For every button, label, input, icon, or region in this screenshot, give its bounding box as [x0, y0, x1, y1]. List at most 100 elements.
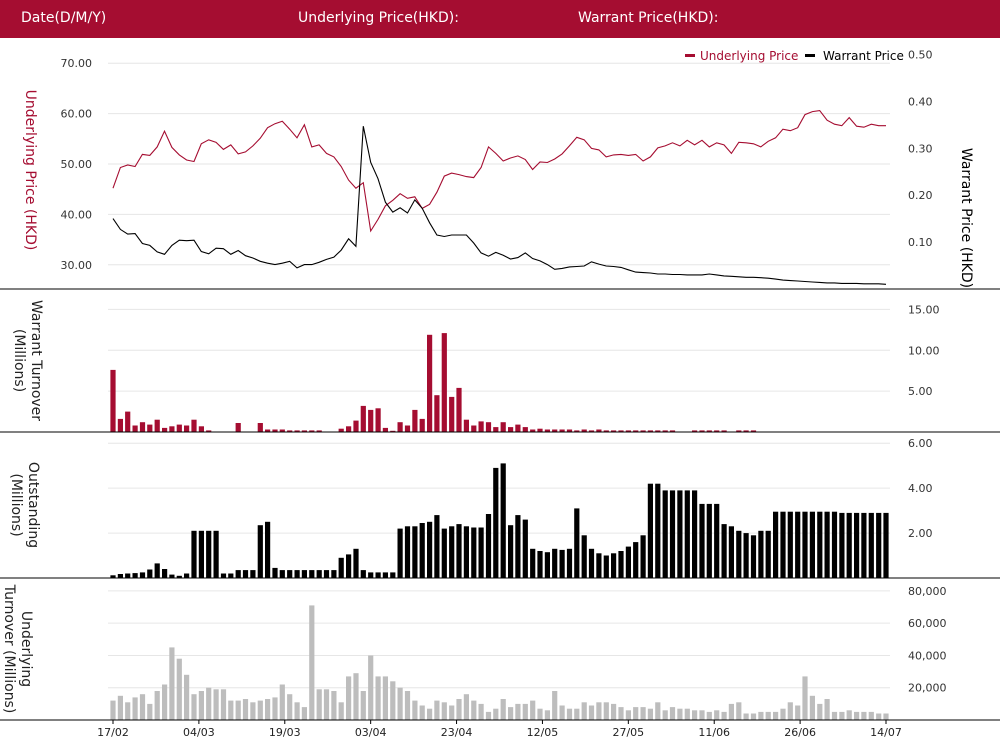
- warrant-turnover-bar: [169, 426, 175, 432]
- outstanding-bar: [581, 535, 587, 578]
- underlying-turnover-bar: [677, 708, 683, 720]
- warrant-turnover-bar: [434, 395, 440, 432]
- warrant-turnover-bar: [353, 420, 359, 432]
- outstanding-bar: [412, 526, 418, 578]
- underlying-turnover-bar: [139, 694, 146, 720]
- price-lines: [112, 110, 887, 285]
- outstanding-bar: [139, 572, 146, 578]
- outstanding-bar: [876, 512, 882, 578]
- underlying-turnover-bar: [412, 700, 418, 720]
- outstanding-bar: [471, 527, 477, 578]
- underlying-turnover-bar: [773, 711, 779, 720]
- warrant-turnover-bar: [287, 430, 293, 432]
- legend-underlying-label: Underlying Price: [700, 49, 798, 63]
- outstanding-bar: [677, 490, 683, 578]
- warrant-turnover-bar: [294, 430, 300, 432]
- warrant-turnover-bar: [692, 430, 698, 432]
- outstanding-bar: [515, 515, 521, 578]
- outstanding-bar: [360, 570, 366, 578]
- warrant-turnover-bar: [618, 430, 624, 432]
- outstanding-bar: [323, 570, 330, 578]
- outstanding-bar: [802, 511, 808, 578]
- outstanding-bar: [493, 467, 499, 578]
- x-tick-label: 19/03: [269, 726, 301, 739]
- underlying-turnover-bar: [728, 703, 734, 720]
- warrant-turnover-bar: [419, 418, 425, 432]
- warrant-turnover-bar: [736, 430, 742, 432]
- underlying-turnover-bar: [220, 689, 227, 720]
- underlying-turnover-bar: [242, 699, 249, 720]
- underlying-turnover-bar: [331, 691, 337, 720]
- underlying-turnover-bar: [485, 711, 492, 720]
- warrant-turnover-bar: [522, 427, 528, 432]
- warrant-turnover-bar: [316, 430, 322, 432]
- warrant-turnover-bar: [456, 387, 462, 432]
- underlying-price-line: [112, 110, 886, 233]
- warrant-turnover-bar: [139, 422, 146, 432]
- underlying-turnover-bar: [765, 711, 771, 720]
- outstanding-bar: [750, 535, 757, 578]
- outstanding-bar: [382, 572, 388, 578]
- underlying-turnover-bar: [404, 691, 411, 720]
- underlying-turnover-bar: [603, 702, 609, 721]
- underlying-turnover-bar: [787, 702, 793, 721]
- outstanding-bar: [618, 551, 624, 578]
- warrant-price-label: Warrant Price(HKD):: [578, 10, 719, 26]
- underlying-turnover-bar: [647, 708, 653, 720]
- outstanding-bar: [721, 524, 727, 578]
- outstanding-bar: [736, 530, 742, 578]
- warrant-turnover-bar: [581, 429, 587, 432]
- outstanding-bar: [809, 511, 815, 578]
- date-label: Date(D/M/Y): [21, 10, 107, 26]
- outstanding-bar: [655, 483, 661, 578]
- x-tick-label: 23/04: [441, 726, 473, 739]
- outstanding-bar: [117, 574, 123, 578]
- warrant-turnover-bar: [478, 421, 484, 432]
- warrant-turnover-bar: [625, 430, 631, 432]
- outstanding-bar: [574, 508, 580, 578]
- warrant-turnover-bar: [544, 429, 550, 432]
- warrant-turnover-bar: [338, 428, 344, 432]
- x-tick-label: 14/07: [870, 726, 902, 739]
- outstanding-bar: [588, 548, 595, 578]
- legend-warrant-label: Warrant Price: [823, 49, 904, 63]
- warrant-turnover-bar: [574, 430, 580, 432]
- warrant-turnover-bar: [743, 430, 749, 432]
- outstanding-bar: [692, 490, 698, 578]
- underlying-turnover-bar: [316, 689, 322, 720]
- outstanding-bar: [647, 483, 653, 578]
- outstanding-bar: [287, 570, 293, 578]
- underlying-turnover-bar: [544, 710, 550, 720]
- underlying-turnover-bar: [206, 687, 212, 720]
- underlying-turnover-bar: [463, 694, 469, 720]
- outstanding-bar: [213, 530, 219, 578]
- warrant-turnover-bar: [552, 429, 558, 432]
- warrant-turnover-bar: [559, 429, 565, 432]
- underlying-turnover-bar: [655, 702, 661, 721]
- underlying-turnover-bar: [883, 713, 889, 720]
- underlying-turnover-bar: [449, 705, 455, 720]
- underlying-turnover-bar: [117, 695, 123, 720]
- outstanding-bar: [390, 572, 396, 578]
- warrant-turnover-bar: [301, 430, 307, 432]
- underlying-turnover-bar: [618, 707, 624, 720]
- underlying-turnover-bar: [456, 699, 462, 720]
- outstanding-bar: [795, 511, 801, 578]
- underlying-turnover-bar: [824, 699, 830, 720]
- underlying-turnover-bar: [110, 700, 116, 720]
- outstanding-bar: [147, 569, 153, 578]
- outstanding-bar: [773, 511, 779, 578]
- outstanding-bar: [846, 512, 852, 578]
- outstanding-bar: [206, 530, 212, 578]
- info-header: Date(D/M/Y) Underlying Price(HKD): Warra…: [0, 0, 1000, 38]
- underlying-turnover-bar: [802, 676, 808, 720]
- outstanding-bar: [817, 511, 823, 578]
- outstanding-bar: [566, 548, 573, 578]
- underlying-turnover-bar: [279, 684, 285, 720]
- warrant-turnover-bar: [184, 425, 190, 432]
- underlying-turnover-bar: [714, 710, 720, 720]
- underlying-turnover-bar: [854, 711, 860, 720]
- left-tick-label: 40.00: [61, 208, 93, 221]
- warrant-turnover-bar: [125, 411, 131, 432]
- warrant-turnover-bar: [537, 428, 543, 432]
